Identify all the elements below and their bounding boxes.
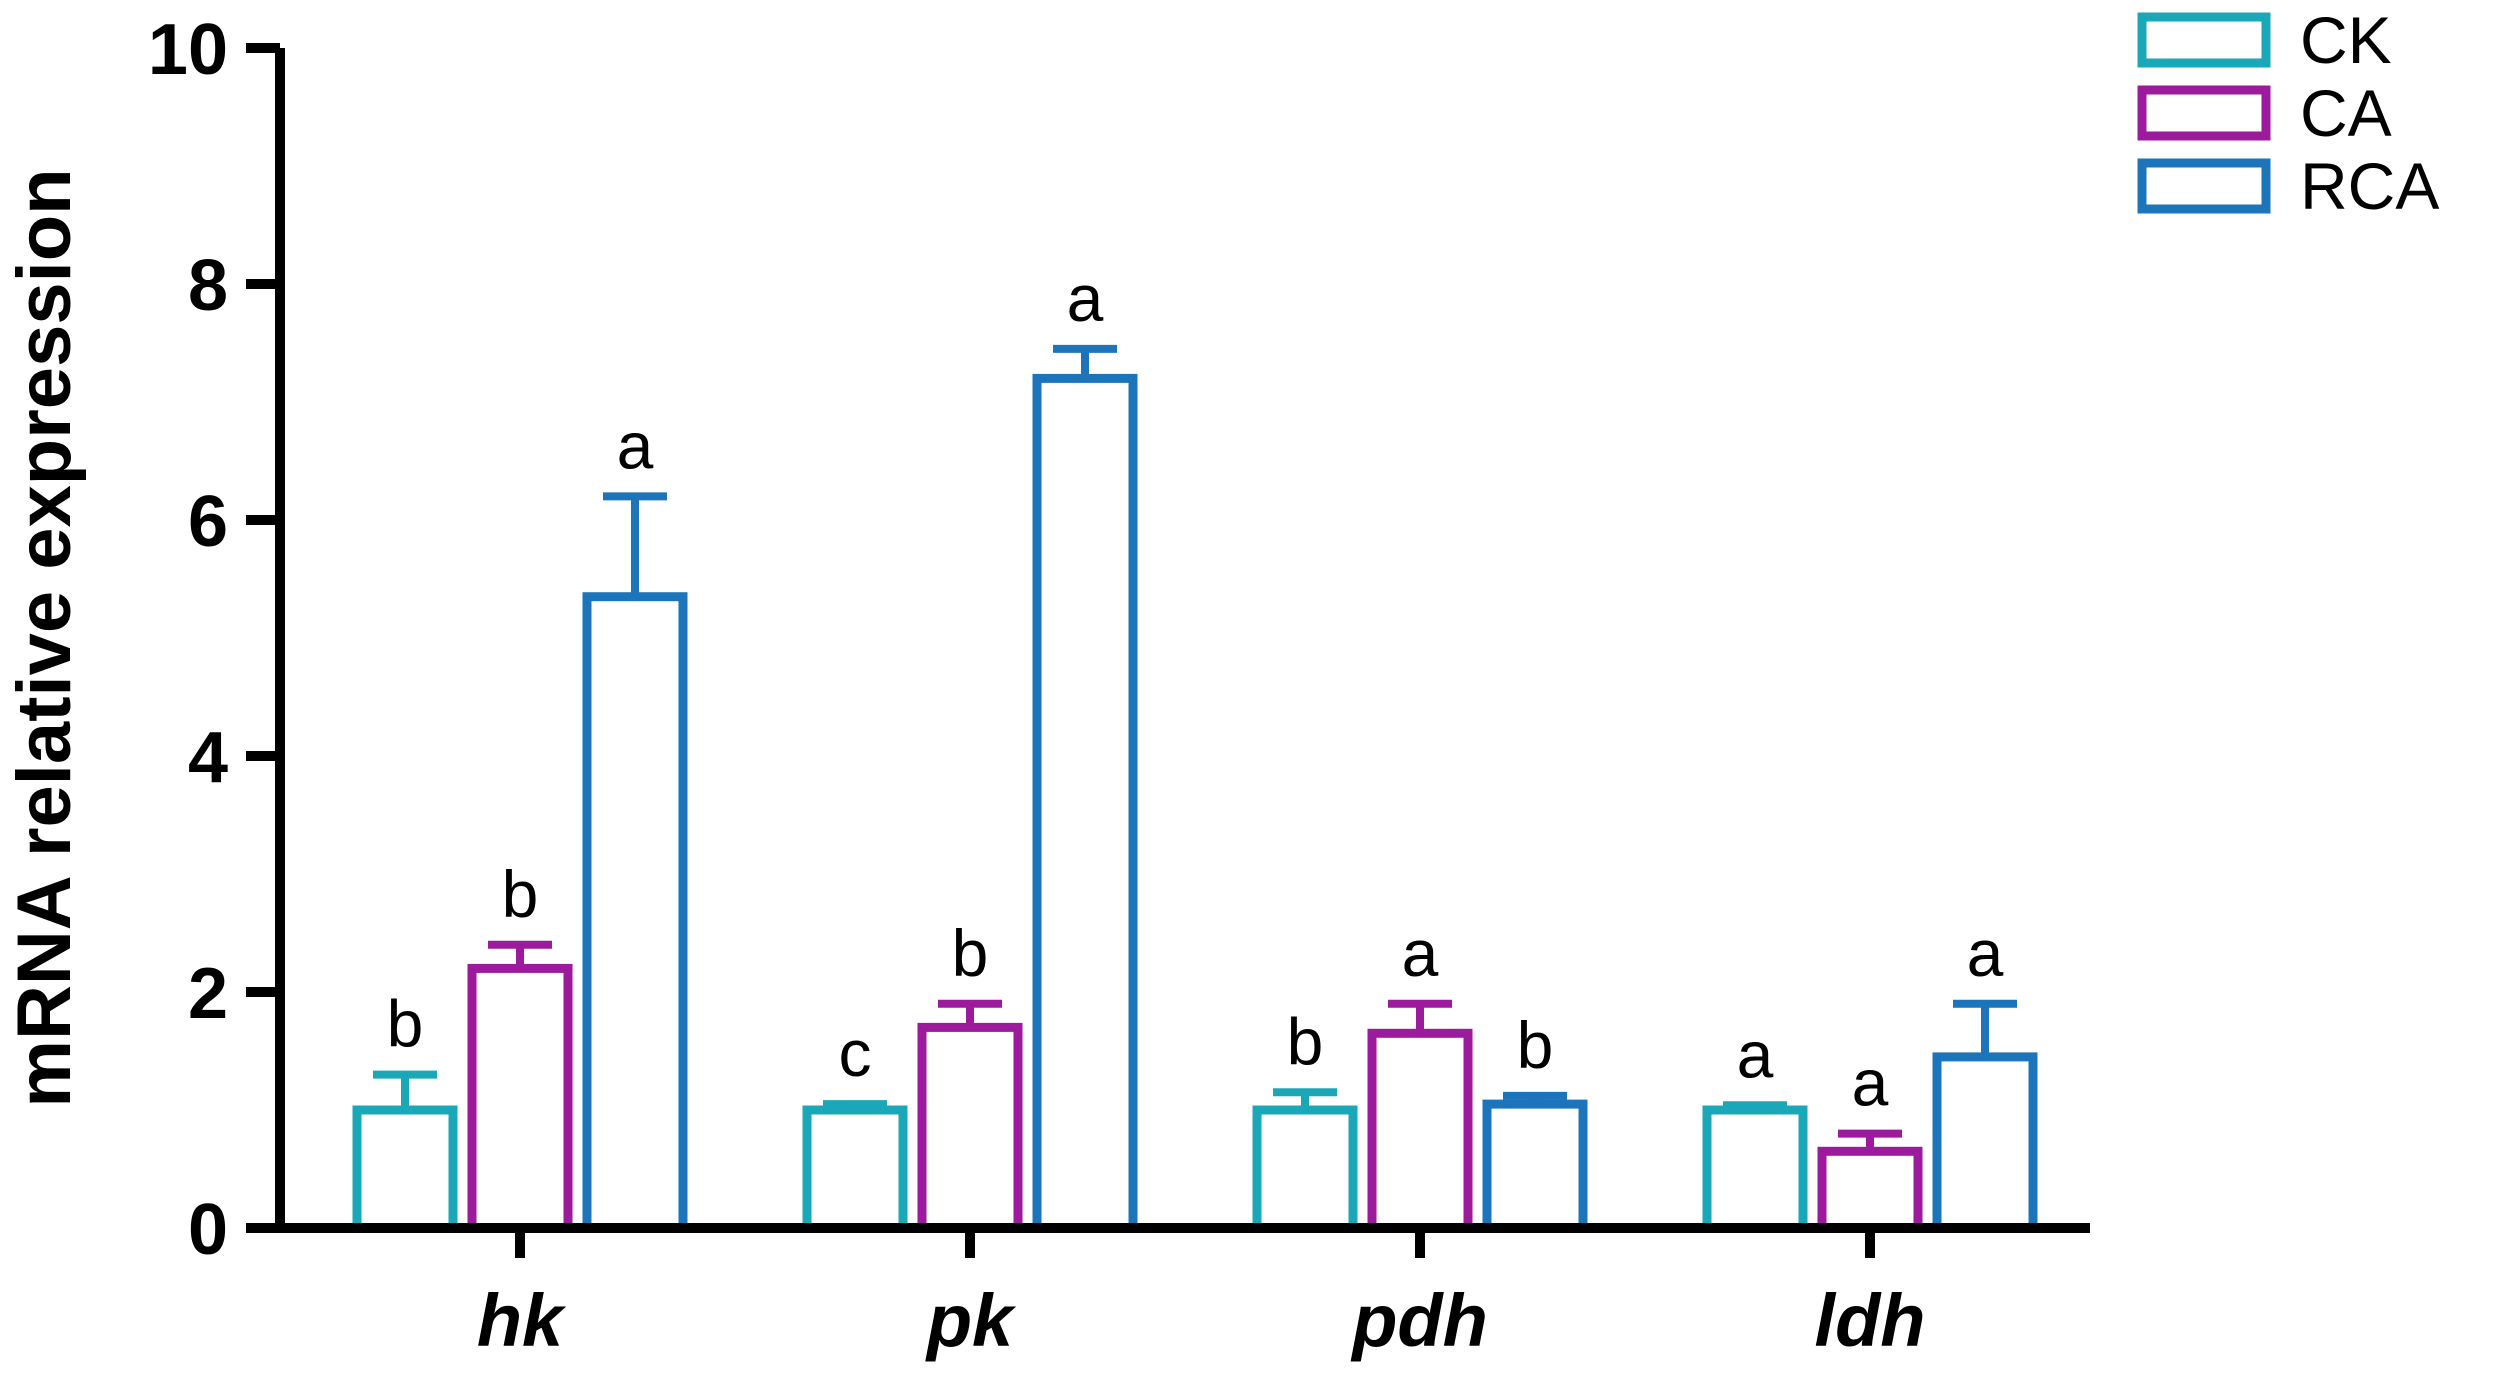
bar-RCA-pk	[1032, 373, 1138, 1233]
y-tick-label: 10	[148, 10, 228, 90]
significance-letter: a	[1852, 1046, 1889, 1120]
significance-letter: a	[617, 408, 654, 482]
bar-CA-pk	[917, 1022, 1023, 1233]
significance-letter: a	[1967, 916, 2004, 990]
legend-swatch-RCA	[2137, 158, 2271, 214]
y-axis-title: mRNA relative expression	[2, 168, 87, 1107]
legend-label-CA: CA	[2300, 76, 2392, 150]
legend-swatch-CA	[2137, 85, 2271, 141]
significance-letter: a	[1067, 261, 1104, 335]
legend-swatch-CK	[2137, 12, 2271, 68]
significance-letter: b	[952, 916, 989, 990]
y-tick-label: 4	[188, 718, 228, 798]
bar-RCA-ldh	[1932, 1052, 2038, 1233]
bar-CK-hk	[352, 1105, 458, 1233]
bar-CK-ldh	[1702, 1105, 1808, 1233]
bar-CA-hk	[467, 963, 573, 1233]
significance-letter: c	[839, 1016, 872, 1090]
significance-letter: b	[387, 987, 424, 1061]
bar-CK-pdh	[1252, 1105, 1358, 1233]
significance-letter: a	[1402, 916, 1439, 990]
x-category-label: ldh	[1815, 1279, 1926, 1362]
bar-RCA-pdh	[1482, 1099, 1588, 1233]
y-tick-label: 8	[188, 246, 228, 326]
x-category-label: hk	[477, 1279, 567, 1362]
bar-CK-pk	[802, 1105, 908, 1233]
legend-label-RCA: RCA	[2300, 149, 2439, 223]
x-category-label: pdh	[1350, 1279, 1488, 1362]
bar-CA-pdh	[1367, 1028, 1473, 1233]
legend-label-CK: CK	[2300, 3, 2392, 77]
y-tick-label: 6	[188, 482, 228, 562]
y-tick-label: 2	[188, 954, 228, 1034]
bar-CA-ldh	[1817, 1146, 1923, 1233]
y-tick-label: 0	[188, 1190, 228, 1270]
significance-letter: b	[1287, 1004, 1324, 1078]
bar-RCA-hk	[582, 592, 688, 1233]
significance-letter: b	[1517, 1008, 1554, 1082]
x-category-label: pk	[925, 1279, 1017, 1362]
significance-letter: a	[1737, 1017, 1774, 1091]
significance-letter: b	[502, 857, 539, 931]
